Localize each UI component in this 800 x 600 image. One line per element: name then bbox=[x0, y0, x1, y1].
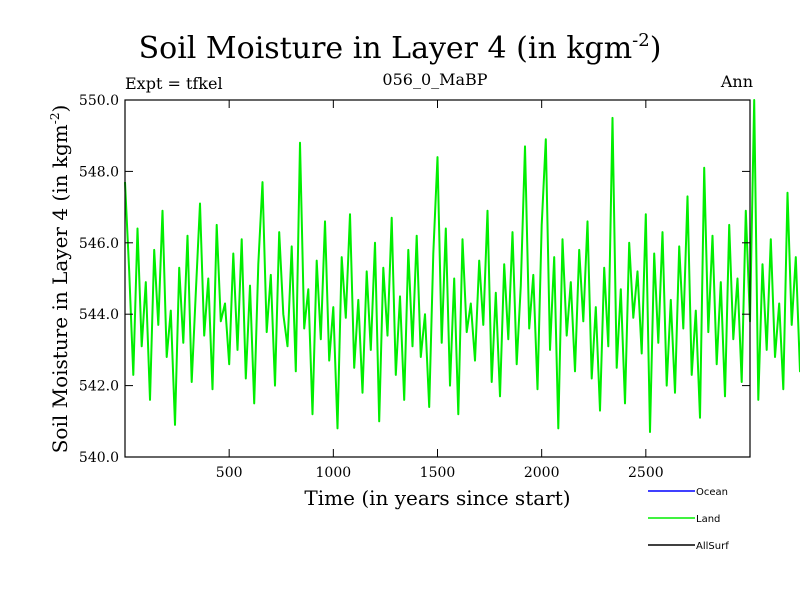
x-tick-label: 1500 bbox=[420, 465, 456, 481]
y-tick-label: 546.0 bbox=[79, 236, 119, 252]
x-tick-label: 1000 bbox=[316, 465, 352, 481]
x-tick-label: 2500 bbox=[628, 465, 664, 481]
plot-frame bbox=[124, 99, 751, 458]
ticks-layer: 500 1000 1500 2000 2500 540.0 542.0 544.0 546.0 5… bbox=[79, 93, 750, 481]
y-tick-label: 540.0 bbox=[79, 450, 119, 466]
x-tick-label: 500 bbox=[216, 465, 243, 481]
y-tick-label: 544.0 bbox=[79, 307, 119, 323]
legend: Ocean Land AllSurf bbox=[648, 487, 729, 552]
period-label: 056_0_MaBP bbox=[382, 70, 488, 89]
legend-label-allsurf: AllSurf bbox=[696, 541, 729, 552]
y-tick-label: 550.0 bbox=[79, 93, 119, 109]
y-tick-label: 542.0 bbox=[79, 379, 119, 395]
x-tick-label: 2000 bbox=[524, 465, 560, 481]
series-layer bbox=[124, 99, 800, 433]
y-tick-label: 548.0 bbox=[79, 164, 119, 180]
experiment-label: Expt = tfkel bbox=[125, 74, 223, 93]
legend-label-land: Land bbox=[696, 514, 720, 525]
x-axis-label: Time (in years since start) bbox=[304, 486, 571, 510]
legend-label-ocean: Ocean bbox=[696, 487, 728, 498]
season-label: Ann bbox=[720, 72, 753, 91]
series-line-land bbox=[124, 99, 800, 433]
chart-title: Soil Moisture in Layer 4 (in kgm-2) bbox=[138, 30, 662, 66]
